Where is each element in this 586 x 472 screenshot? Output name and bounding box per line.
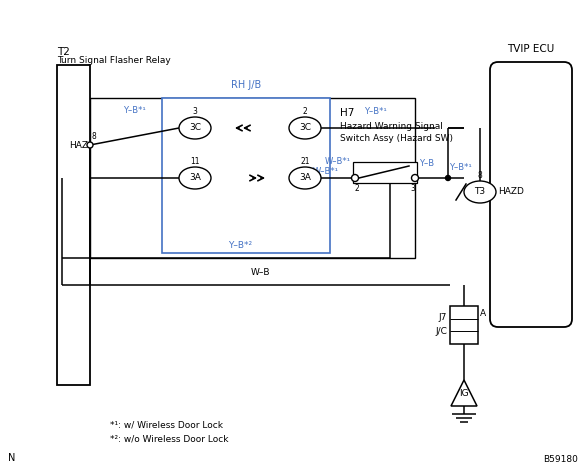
- Text: Y–B*¹: Y–B*¹: [364, 107, 386, 116]
- Circle shape: [352, 175, 359, 182]
- Text: Y–B*¹: Y–B*¹: [122, 106, 145, 115]
- Bar: [353, 162, 417, 183]
- Ellipse shape: [289, 117, 321, 139]
- Text: 2: 2: [355, 184, 359, 193]
- Text: *²: w/o Wireless Door Lock: *²: w/o Wireless Door Lock: [110, 434, 229, 443]
- Text: 3: 3: [411, 184, 415, 193]
- Text: TVIP ECU: TVIP ECU: [507, 44, 554, 54]
- Text: 11: 11: [190, 157, 200, 166]
- Text: Hazard Warning Signal: Hazard Warning Signal: [340, 122, 443, 131]
- Ellipse shape: [464, 181, 496, 203]
- Text: A: A: [480, 309, 486, 318]
- Text: 2: 2: [302, 107, 308, 116]
- Circle shape: [411, 175, 418, 182]
- Bar: [90, 98, 415, 258]
- Text: T3: T3: [475, 187, 486, 196]
- Text: J7: J7: [439, 313, 447, 322]
- Circle shape: [445, 176, 451, 180]
- Text: Y–B: Y–B: [420, 159, 435, 168]
- Text: Turn Signal Flasher Relay: Turn Signal Flasher Relay: [57, 56, 171, 65]
- Bar: [450, 306, 478, 344]
- Bar: [162, 98, 330, 253]
- Text: IG: IG: [459, 389, 469, 398]
- Text: 21: 21: [300, 157, 310, 166]
- Text: 3: 3: [193, 107, 197, 116]
- Text: 8: 8: [92, 132, 97, 141]
- Text: W–B*¹: W–B*¹: [325, 157, 351, 166]
- Text: B59180: B59180: [543, 455, 578, 464]
- Text: N: N: [8, 453, 15, 463]
- Ellipse shape: [179, 167, 211, 189]
- Bar: [57, 65, 90, 385]
- Text: Y–B*²: Y–B*²: [228, 241, 252, 250]
- Text: 8: 8: [478, 171, 482, 180]
- Text: H7: H7: [340, 108, 355, 118]
- Ellipse shape: [289, 167, 321, 189]
- Text: HAZD: HAZD: [498, 187, 524, 196]
- Text: W–B*¹: W–B*¹: [313, 167, 339, 176]
- Text: RH J/B: RH J/B: [231, 80, 261, 90]
- Ellipse shape: [179, 117, 211, 139]
- Text: Y–B*¹: Y–B*¹: [449, 163, 471, 172]
- Text: *¹: w/ Wireless Door Lock: *¹: w/ Wireless Door Lock: [110, 421, 223, 430]
- Text: J/C: J/C: [435, 327, 447, 336]
- Text: 3C: 3C: [299, 124, 311, 133]
- Text: W–B: W–B: [250, 268, 270, 277]
- Circle shape: [87, 142, 93, 148]
- Text: HAZ: HAZ: [69, 141, 88, 150]
- FancyBboxPatch shape: [490, 62, 572, 327]
- Text: T2: T2: [57, 47, 70, 57]
- Text: Switch Assy (Hazard SW): Switch Assy (Hazard SW): [340, 134, 453, 143]
- Text: 3C: 3C: [189, 124, 201, 133]
- Text: 3A: 3A: [299, 174, 311, 183]
- Polygon shape: [451, 380, 477, 406]
- Text: 3A: 3A: [189, 174, 201, 183]
